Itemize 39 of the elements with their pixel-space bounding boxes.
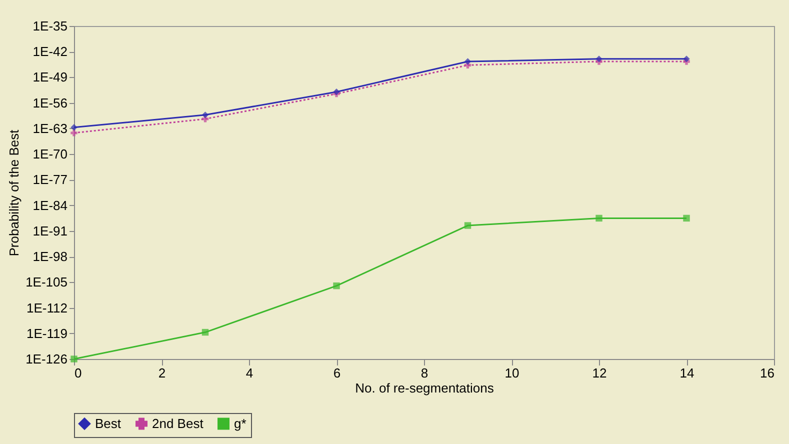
x-tick-label: 10: [504, 366, 520, 380]
x-axis-title: No. of re-segmentations: [355, 380, 494, 396]
point: [464, 222, 472, 229]
y-tick-label: 1E-49: [32, 70, 68, 85]
x-tick-label: 8: [420, 366, 428, 380]
y-tick-label: 1E-56: [32, 95, 68, 110]
point: [596, 56, 602, 62]
y-tick-label: 1E-112: [26, 300, 68, 316]
y-tick-label: 1E-42: [32, 44, 68, 60]
point: [464, 58, 472, 65]
point: [596, 214, 602, 222]
y-tick-label: 1E-84: [32, 198, 68, 213]
x-tick-label: 4: [246, 366, 254, 380]
y-tick-label: 1E-91: [32, 223, 68, 238]
legend-label: 2nd Best: [152, 416, 204, 431]
x-tick-label: 12: [592, 366, 607, 380]
point: [202, 112, 209, 118]
y-tick-label: 1E-98: [32, 249, 68, 264]
y-tick-label: 1E-105: [26, 274, 68, 290]
legend-label: Best: [95, 416, 122, 431]
y-tick-label: 1E-119: [26, 326, 68, 341]
y-tick-label: 1E-35: [32, 18, 68, 34]
x-tick-label: 0: [74, 366, 82, 380]
x-tick-label: 6: [333, 366, 341, 380]
point: [683, 56, 690, 62]
y-tick-label: 1E-126: [26, 352, 68, 366]
point: [70, 124, 78, 131]
point: [683, 214, 690, 222]
x-tick-label: 16: [760, 366, 774, 380]
point: [70, 130, 78, 136]
y-tick-label: 1E-77: [32, 172, 68, 188]
legend-label: g*: [234, 416, 246, 431]
x-tick-label: 2: [158, 366, 166, 380]
point: [202, 328, 209, 336]
y-tick-label: 1E-70: [32, 146, 68, 162]
y-axis-title: Probability of the Best: [6, 129, 22, 256]
x-tick-label: 14: [680, 366, 694, 380]
y-tick-label: 1E-63: [32, 120, 68, 136]
point: [333, 282, 340, 290]
